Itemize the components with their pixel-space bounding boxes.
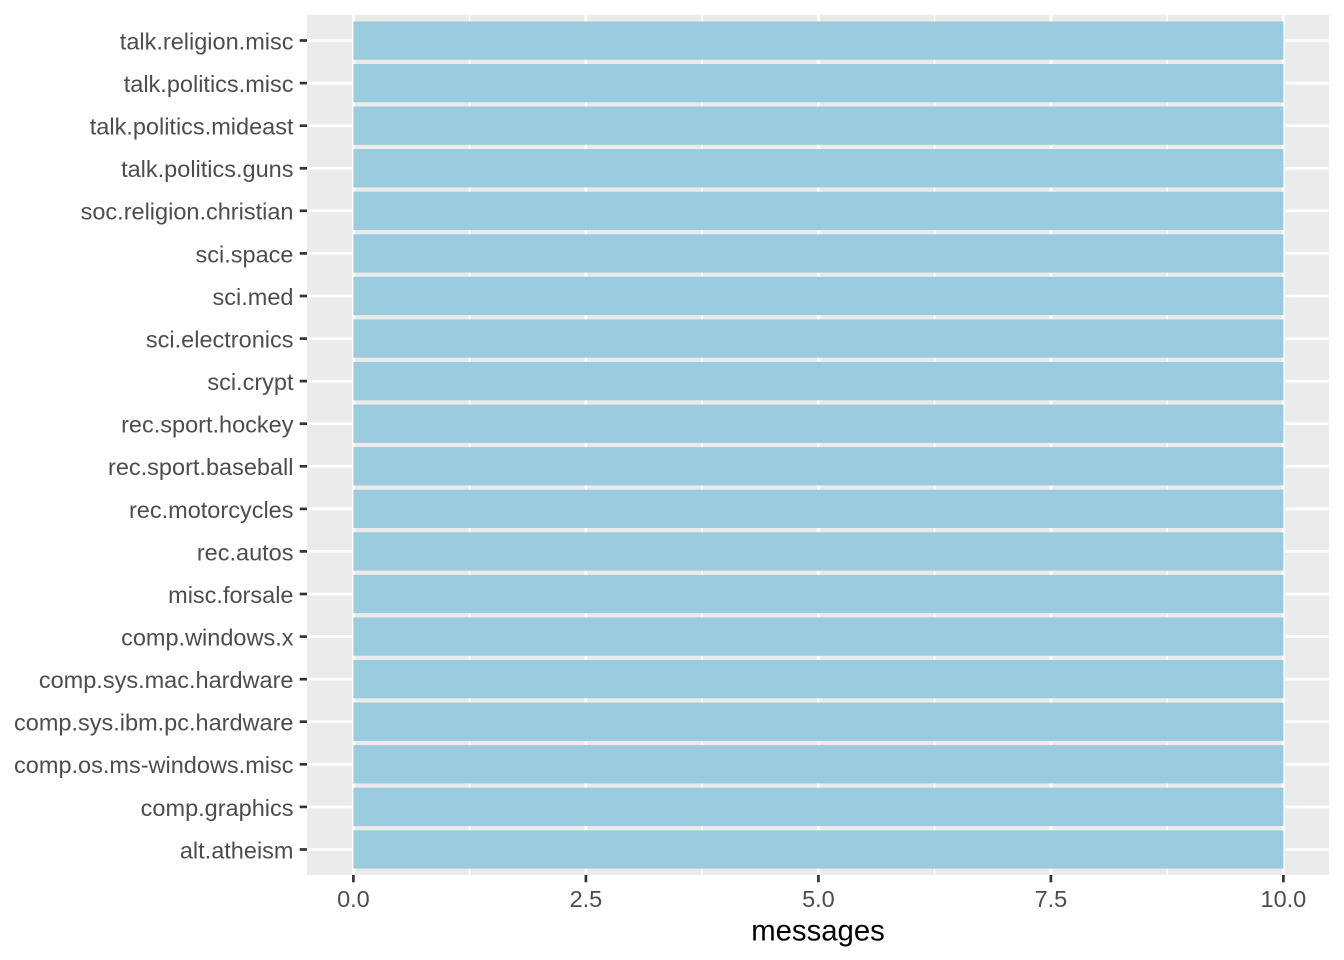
svg-text:sci.space: sci.space — [196, 241, 294, 267]
svg-text:rec.motorcycles: rec.motorcycles — [129, 497, 294, 523]
svg-text:sci.med: sci.med — [213, 284, 294, 310]
svg-text:talk.politics.guns: talk.politics.guns — [121, 156, 293, 182]
svg-text:talk.religion.misc: talk.religion.misc — [120, 28, 294, 54]
svg-text:talk.politics.misc: talk.politics.misc — [124, 71, 294, 97]
svg-text:sci.electronics: sci.electronics — [146, 327, 294, 353]
svg-text:sci.crypt: sci.crypt — [207, 369, 294, 395]
svg-text:alt.atheism: alt.atheism — [180, 837, 294, 863]
svg-text:2.5: 2.5 — [570, 886, 603, 912]
svg-text:7.5: 7.5 — [1035, 886, 1068, 912]
svg-text:comp.graphics: comp.graphics — [141, 795, 294, 821]
svg-text:messages: messages — [751, 914, 885, 947]
svg-text:rec.autos: rec.autos — [197, 539, 294, 565]
svg-text:comp.os.ms-windows.misc: comp.os.ms-windows.misc — [14, 752, 294, 778]
svg-text:misc.forsale: misc.forsale — [168, 582, 293, 608]
svg-text:comp.sys.mac.hardware: comp.sys.mac.hardware — [39, 667, 294, 693]
svg-text:5.0: 5.0 — [802, 886, 835, 912]
svg-text:0.0: 0.0 — [337, 886, 370, 912]
svg-text:rec.sport.hockey: rec.sport.hockey — [121, 412, 294, 438]
svg-text:10.0: 10.0 — [1261, 886, 1307, 912]
svg-text:soc.religion.christian: soc.religion.christian — [81, 199, 294, 225]
svg-text:comp.sys.ibm.pc.hardware: comp.sys.ibm.pc.hardware — [14, 710, 294, 736]
svg-text:talk.politics.mideast: talk.politics.mideast — [90, 114, 294, 140]
svg-text:comp.windows.x: comp.windows.x — [121, 625, 294, 651]
svg-text:rec.sport.baseball: rec.sport.baseball — [108, 454, 294, 480]
